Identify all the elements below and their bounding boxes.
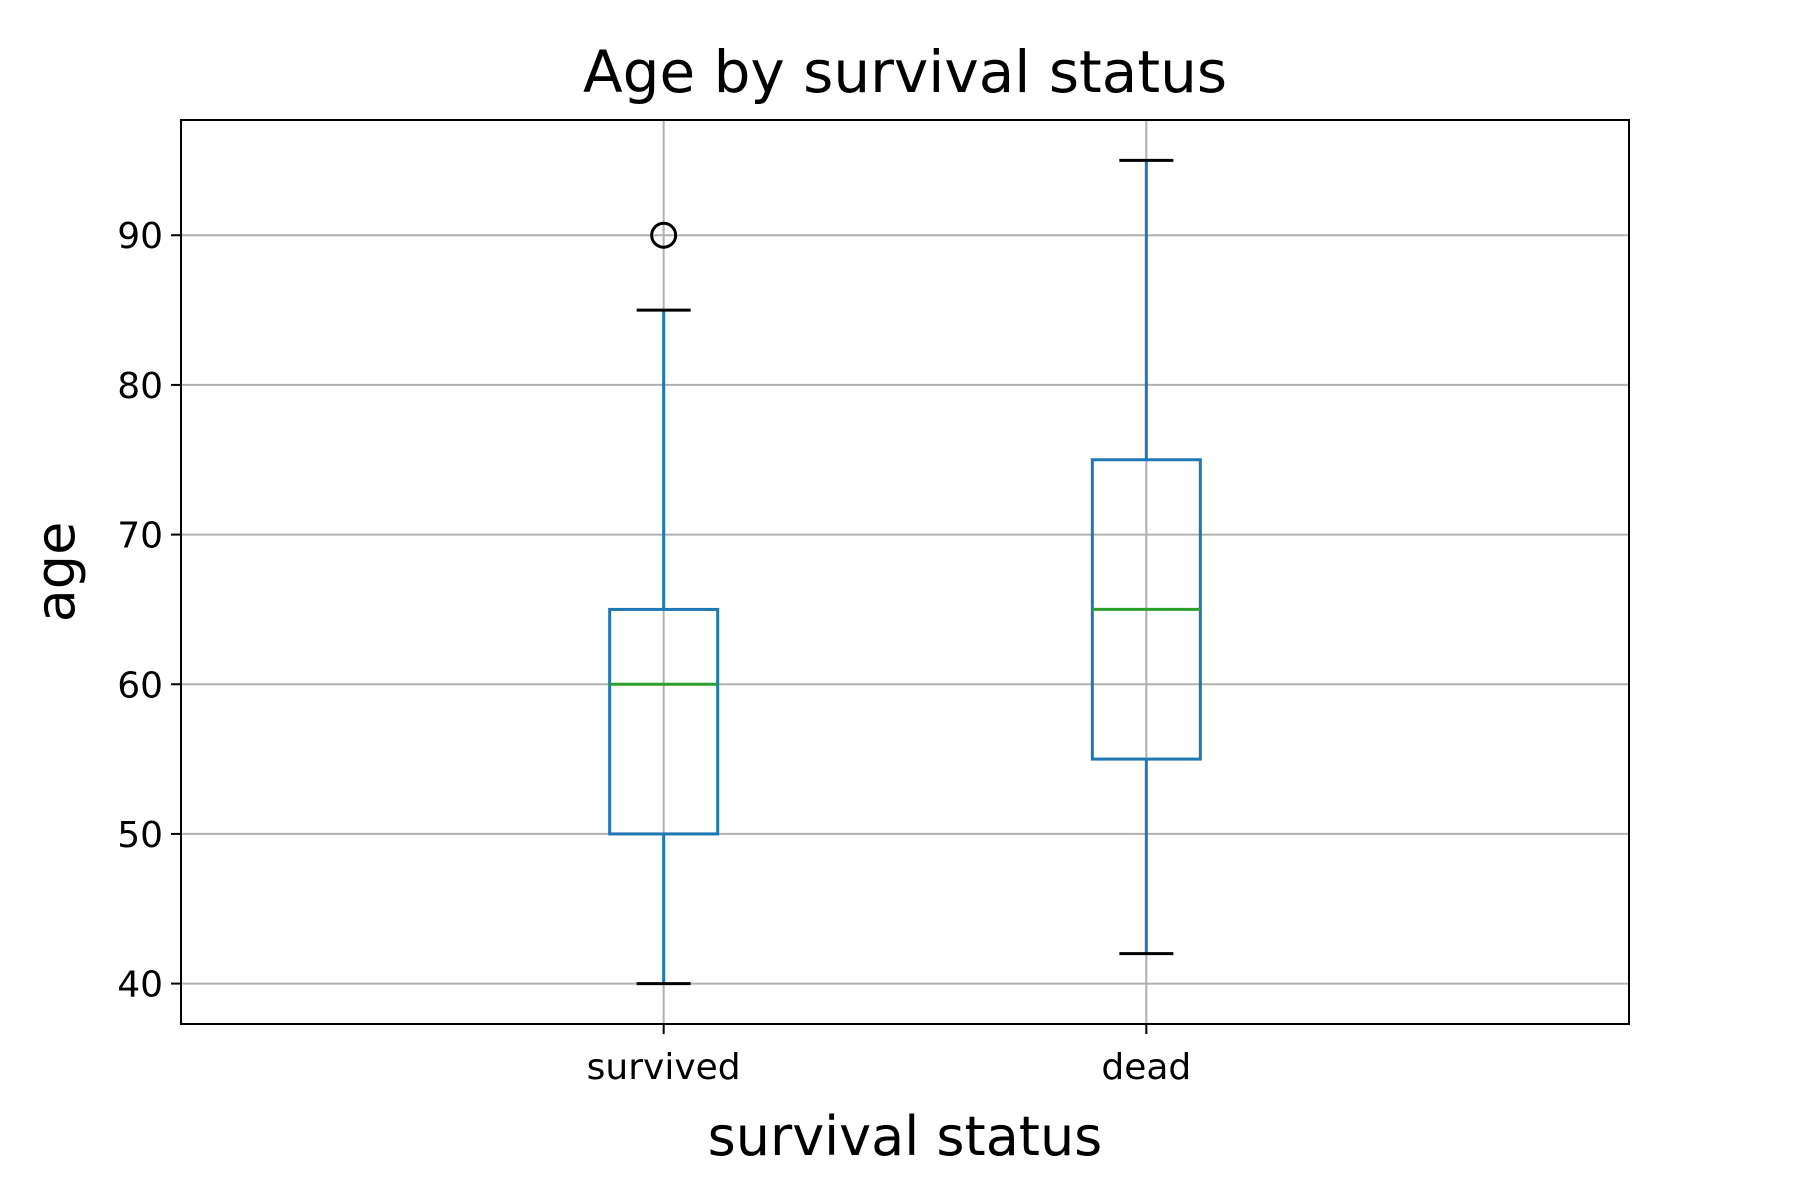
y-axis-label: age (24, 522, 87, 623)
box-dead (1090, 158, 1202, 956)
outlier-point (650, 221, 678, 249)
y-tick-label: 70 (117, 516, 163, 557)
y-tick-label: 90 (117, 216, 163, 257)
iqr-box (608, 607, 720, 836)
y-tick-label: 60 (117, 665, 163, 706)
plot-area-frame (180, 119, 1630, 1025)
y-tick-label: 40 (117, 965, 163, 1006)
grid-lines (181, 120, 1629, 1024)
y-tick-label: 80 (117, 366, 163, 407)
x-tick-label: dead (1101, 1047, 1191, 1088)
axes: 40 50 60 70 80 90 survived dead (117, 216, 1191, 1088)
chart-title: Age by survival status (583, 38, 1227, 106)
box-survived (608, 221, 720, 986)
y-tick-label: 50 (117, 815, 163, 856)
x-axis-label: survival status (708, 1105, 1103, 1168)
x-tick-label: survived (587, 1047, 741, 1088)
box-series (608, 158, 1202, 986)
